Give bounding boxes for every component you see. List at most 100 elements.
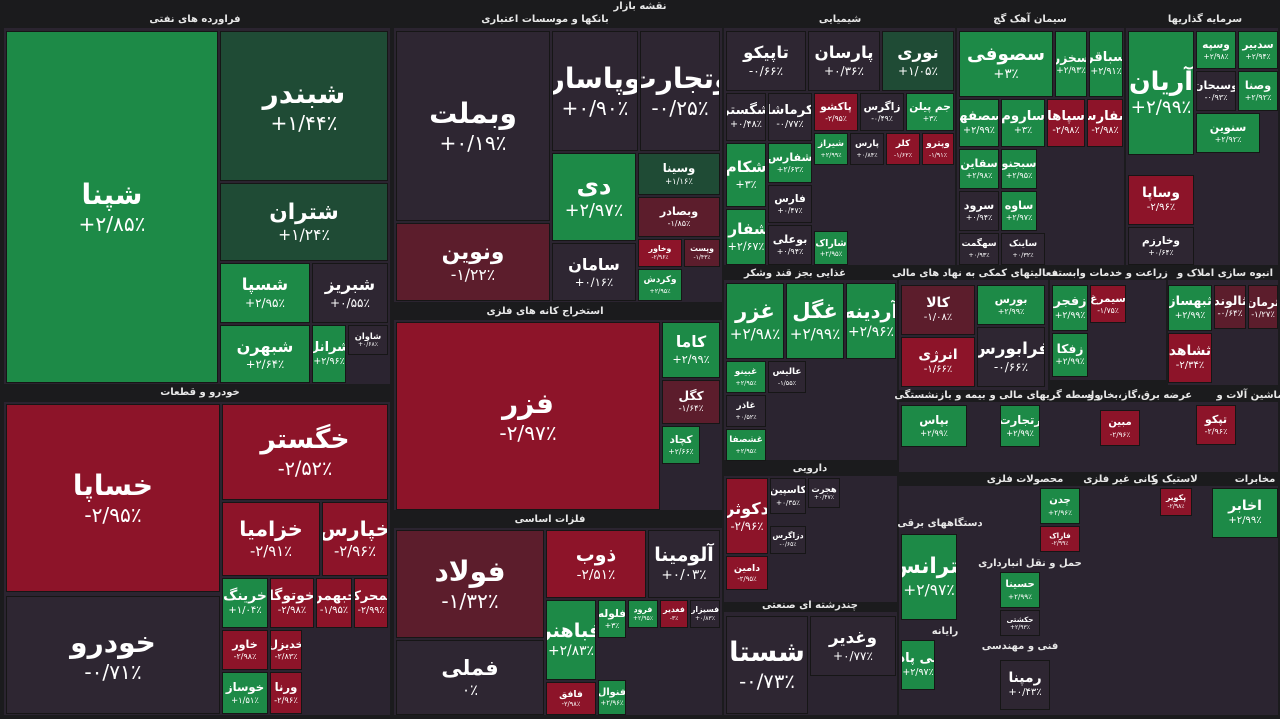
stock-tile[interactable]: خودرو -۰/۷۱٪ <box>6 596 220 714</box>
stock-tile[interactable]: کاما +۲/۹۹٪ <box>662 322 720 378</box>
stock-tile[interactable]: وصنا +۲/۹۲٪ <box>1238 71 1278 111</box>
stock-tile[interactable]: آریان +۲/۹۹٪ <box>1128 31 1194 155</box>
stock-tile[interactable]: خمحرکه-۲/۹۹٪ <box>354 578 388 628</box>
stock-tile[interactable]: سفارس-۲/۹۸٪ <box>1087 99 1123 147</box>
stock-tile[interactable]: سامان +۰/۱۶٪ <box>552 243 636 301</box>
stock-tile[interactable]: سصوفی +۳٪ <box>959 31 1053 97</box>
stock-tile[interactable]: کگل -۱/۶۴٪ <box>662 380 720 424</box>
stock-tile[interactable]: غزر +۲/۹۸٪ <box>726 283 784 359</box>
stock-tile[interactable]: وبملت +۰/۱۹٪ <box>396 31 550 221</box>
stock-tile[interactable]: هجرت +۰/۴۷٪ <box>808 478 840 508</box>
stock-tile[interactable]: ساروم +۳٪ <box>1001 99 1045 147</box>
stock-tile[interactable]: شستا -۰/۷۳٪ <box>726 616 808 714</box>
stock-tile[interactable]: وساپا -۲/۹۶٪ <box>1128 175 1194 225</box>
stock-tile[interactable]: آلومینا +۰/۰۳٪ <box>648 530 720 598</box>
stock-tile[interactable]: چدن +۲/۹۶٪ <box>1040 488 1080 524</box>
stock-tile[interactable]: وپترو -۱/۹۱٪ <box>922 133 954 165</box>
stock-tile[interactable]: شسپا +۲/۹۵٪ <box>220 263 310 323</box>
stock-tile[interactable]: سقاین +۲/۹۸٪ <box>959 149 999 189</box>
stock-tile[interactable]: فرود +۲/۹۵٪ <box>628 600 658 628</box>
stock-tile[interactable]: پکویر -۲/۹۸٪ <box>1160 488 1192 516</box>
stock-tile[interactable]: خاور -۲/۹۸٪ <box>222 630 268 670</box>
stock-tile[interactable]: شاوان +۰/۶۸٪ <box>348 325 388 355</box>
stock-tile[interactable]: غشصفا +۲/۹۵٪ <box>726 429 766 461</box>
stock-tile[interactable]: سصفها+۲/۹۹٪ <box>959 99 999 147</box>
stock-tile[interactable]: شگستر+۰/۴۸٪ <box>726 93 766 141</box>
stock-tile[interactable]: خگستر -۲/۵۲٪ <box>222 404 388 500</box>
stock-tile[interactable]: ساینک +۰/۳۲٪ <box>1001 233 1045 265</box>
stock-tile[interactable]: رتجارت +۲/۹۹٪ <box>1000 405 1040 447</box>
stock-tile[interactable]: وسینا +۱/۱۶٪ <box>638 153 720 195</box>
stock-tile[interactable]: غاذر +۰/۵۲٪ <box>726 395 766 427</box>
stock-tile[interactable]: سپاها -۲/۹۸٪ <box>1047 99 1085 147</box>
stock-tile[interactable]: وتجارت-۰/۲۵٪ <box>640 31 720 151</box>
stock-tile[interactable]: شپنا +۲/۸۵٪ <box>6 31 218 383</box>
stock-tile[interactable]: بترانس+۲/۹۷٪ <box>901 534 957 620</box>
stock-tile[interactable]: فغدیر -۳٪ <box>660 600 688 628</box>
stock-tile[interactable]: خزامیا -۲/۹۱٪ <box>222 502 320 576</box>
stock-tile[interactable]: سبجنو +۲/۹۵٪ <box>1001 149 1037 189</box>
stock-tile[interactable]: خرینگ +۱/۰۴٪ <box>222 578 268 628</box>
stock-tile[interactable]: پارس +۰/۸۴٪ <box>850 133 884 165</box>
stock-tile[interactable]: ورنا -۲/۹۶٪ <box>270 672 302 714</box>
stock-tile[interactable]: دکوثر -۲/۹۶٪ <box>726 478 768 554</box>
stock-tile[interactable]: ثرمان -۱/۲۷٪ <box>1248 285 1278 329</box>
stock-tile[interactable]: کاسپین +۰/۳۵٪ <box>770 478 806 514</box>
stock-tile[interactable]: غگل +۲/۹۹٪ <box>786 283 844 359</box>
stock-tile[interactable]: تاپیکو -۰/۶۶٪ <box>726 31 806 91</box>
stock-tile[interactable]: زفکا +۲/۹۹٪ <box>1052 333 1088 377</box>
stock-tile[interactable]: فافق -۲/۹۸٪ <box>546 682 596 715</box>
stock-tile[interactable]: وسپه +۲/۹۸٪ <box>1196 31 1236 69</box>
stock-tile[interactable]: شفارا+۲/۶۷٪ <box>726 209 766 265</box>
stock-tile[interactable]: سدبیر +۲/۹۴٪ <box>1238 31 1278 69</box>
stock-tile[interactable]: ثالوند -۰/۶۴٪ <box>1214 285 1246 329</box>
stock-tile[interactable]: آردینه +۲/۹۶٪ <box>846 283 896 359</box>
stock-tile[interactable]: پارسان +۰/۳۶٪ <box>808 31 880 91</box>
stock-tile[interactable]: عالیس -۱/۵۵٪ <box>768 361 806 393</box>
stock-tile[interactable]: حسینا +۲/۹۹٪ <box>1000 572 1040 608</box>
stock-tile[interactable]: فارس +۰/۴۷٪ <box>768 185 812 223</box>
stock-tile[interactable]: خبهمن-۱/۹۵٪ <box>316 578 352 628</box>
stock-tile[interactable]: شبندر +۱/۴۴٪ <box>220 31 388 181</box>
stock-tile[interactable]: زفجر +۲/۹۹٪ <box>1052 285 1088 331</box>
stock-tile[interactable]: خوساز +۱/۵۱٪ <box>222 672 268 714</box>
stock-tile[interactable]: پاکشو -۲/۹۵٪ <box>814 93 858 131</box>
stock-tile[interactable]: غبینو +۲/۹۵٪ <box>726 361 766 393</box>
stock-tile[interactable]: پی پاد+۲/۹۷٪ <box>901 640 935 690</box>
stock-tile[interactable]: رمپنا +۰/۴۳٪ <box>1000 660 1050 710</box>
stock-tile[interactable]: وپست -۱/۴۳٪ <box>684 239 720 267</box>
stock-tile[interactable]: وکردش +۲/۹۵٪ <box>638 269 682 301</box>
stock-tile[interactable]: شفارس +۲/۶۳٪ <box>768 143 812 183</box>
stock-tile[interactable]: کچاد +۲/۶۶٪ <box>662 426 700 464</box>
stock-tile[interactable]: کالا -۱/۰۸٪ <box>901 285 975 335</box>
stock-tile[interactable]: وپاسار +۰/۹۰٪ <box>552 31 638 151</box>
stock-tile[interactable]: فاراک -۲/۹۹٪ <box>1040 526 1080 552</box>
stock-tile[interactable]: کرماشا -۰/۷۷٪ <box>768 93 812 141</box>
stock-tile[interactable]: فلوله +۳٪ <box>598 600 626 638</box>
stock-tile[interactable]: ذوب -۲/۵۱٪ <box>546 530 646 598</box>
stock-tile[interactable]: فسیزار +۰/۸۳٪ <box>690 600 720 628</box>
stock-tile[interactable]: ثبهساز +۲/۹۹٪ <box>1168 285 1212 331</box>
stock-tile[interactable]: دامین -۲/۹۵٪ <box>726 556 768 590</box>
stock-tile[interactable]: سرود +۰/۹۴٪ <box>959 191 999 231</box>
stock-tile[interactable]: شتران +۱/۲۴٪ <box>220 183 388 261</box>
stock-tile[interactable]: جم پیلن +۳٪ <box>906 93 954 131</box>
stock-tile[interactable]: سخزر+۲/۹۳٪ <box>1055 31 1087 97</box>
stock-tile[interactable]: دزاگرس -۰/۶۵٪ <box>770 526 806 554</box>
stock-tile[interactable]: خدیزل -۲/۸۳٪ <box>270 630 302 670</box>
stock-tile[interactable]: شیراز +۲/۹۹٪ <box>814 133 848 165</box>
stock-tile[interactable]: وغدیر +۰/۷۷٪ <box>810 616 896 676</box>
stock-tile[interactable]: مبین -۲/۹۶٪ <box>1100 410 1140 446</box>
stock-tile[interactable]: سنوین +۲/۹۲٪ <box>1196 113 1260 153</box>
stock-tile[interactable]: فملی ۰٪ <box>396 640 544 715</box>
stock-tile[interactable]: وخارزم +۰/۶۴٪ <box>1128 227 1194 265</box>
stock-tile[interactable]: شبهرن +۲/۶۴٪ <box>220 325 310 383</box>
stock-tile[interactable]: بورس +۲/۹۹٪ <box>977 285 1045 325</box>
stock-tile[interactable]: سباقر+۲/۹۱٪ <box>1089 31 1123 97</box>
stock-tile[interactable]: نوری +۱/۰۵٪ <box>882 31 954 91</box>
stock-tile[interactable]: شکام +۳٪ <box>726 143 766 207</box>
stock-tile[interactable]: ونوین -۱/۲۲٪ <box>396 223 550 301</box>
stock-tile[interactable]: فباهنر+۲/۸۳٪ <box>546 600 596 680</box>
stock-tile[interactable]: وخاور -۲/۹۶٪ <box>638 239 682 267</box>
stock-tile[interactable]: ساوه +۲/۹۷٪ <box>1001 191 1037 231</box>
